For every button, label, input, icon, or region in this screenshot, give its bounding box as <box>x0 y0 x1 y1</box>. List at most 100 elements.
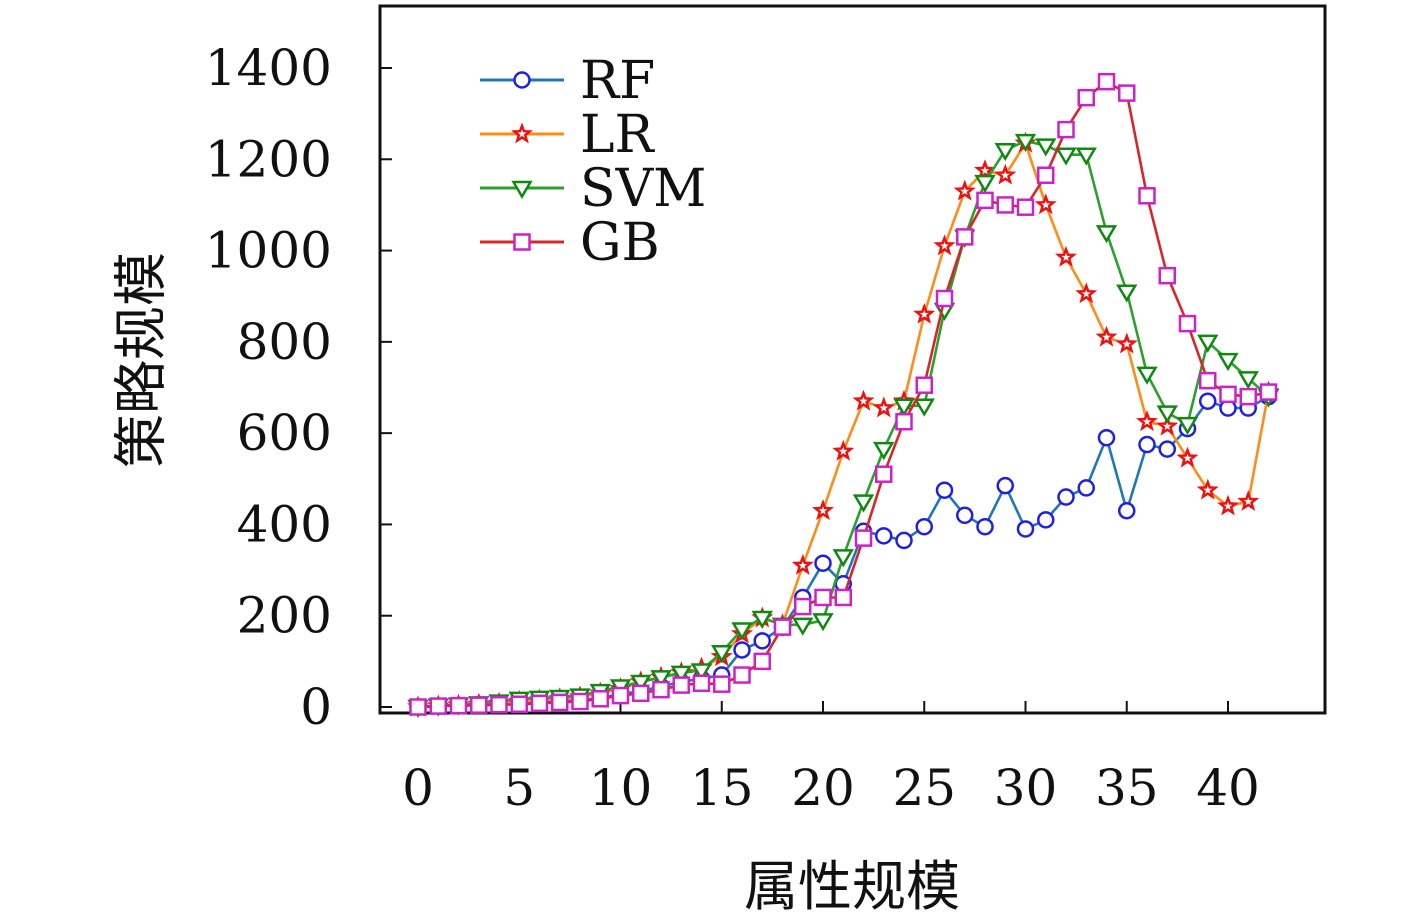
series-gb-point <box>854 529 873 547</box>
series-rf-point <box>915 517 933 536</box>
series-lr <box>407 131 1280 717</box>
series-lr-point <box>872 396 895 418</box>
series-rf-point <box>1118 501 1136 520</box>
series-svm-point <box>1237 371 1259 390</box>
series-lr-point <box>1136 410 1158 432</box>
series-gb-point <box>794 597 812 616</box>
legend-marker-rf <box>513 71 531 89</box>
series-lr-point <box>933 234 956 256</box>
series-rf-point <box>895 531 913 550</box>
series-svm-point <box>690 663 713 682</box>
series-svm-point <box>1075 147 1097 166</box>
series-gb-point <box>530 694 549 713</box>
series-svm-point <box>670 665 692 684</box>
series-gb-point <box>1178 314 1197 333</box>
series-lr-point <box>791 553 814 575</box>
series-gb-point <box>753 652 771 671</box>
series-rf-point <box>814 554 832 572</box>
series-gb-point <box>1259 383 1278 401</box>
series-gb-point <box>895 412 913 431</box>
series-lr-point <box>852 389 875 411</box>
legend-label-rf: RF <box>580 51 655 111</box>
series-lr-point <box>812 499 834 521</box>
series-lr-point <box>1156 414 1179 436</box>
series-gb-point <box>571 692 589 711</box>
series-rf-point <box>956 506 974 525</box>
x-axis-title: 属性规模 <box>744 855 960 918</box>
legend-item-gb: GB <box>480 213 660 273</box>
series-svm-point <box>650 670 672 689</box>
series-rf-point <box>1077 479 1095 497</box>
x-tick-label: 30 <box>994 759 1058 817</box>
series-gb-point <box>672 676 690 694</box>
series-rf-point <box>1158 440 1176 458</box>
legend-marker-gb <box>513 233 531 251</box>
x-axis-ticks: 0 5 10 15 20 25 30 35 40 <box>402 701 1260 817</box>
series-gb-point <box>773 618 792 636</box>
series-svm-point <box>1055 147 1077 166</box>
x-tick-label: 40 <box>1196 759 1260 817</box>
series-svm-line <box>417 139 1270 709</box>
series-svm-point <box>832 549 854 568</box>
series-gb <box>409 72 1278 716</box>
series-rf-point <box>875 527 893 545</box>
series-gb-point <box>1037 166 1055 185</box>
y-axis-ticks: 0 200 400 600 800 1000 1200 1400 <box>205 39 392 736</box>
x-tick-label: 15 <box>690 759 754 817</box>
series-lr-point <box>994 163 1017 185</box>
series-svm-point <box>1014 133 1037 152</box>
series-rf-point <box>1097 428 1116 447</box>
series-rf-point <box>1016 520 1035 538</box>
series-svm-point <box>1156 405 1178 424</box>
series-gb-point <box>632 684 650 703</box>
legend-label-gb: GB <box>580 213 660 273</box>
series-gb-point <box>814 588 832 607</box>
y-tick-label: 0 <box>300 678 332 736</box>
y-tick-label: 400 <box>237 495 332 553</box>
series-gb-point <box>875 465 893 483</box>
legend-item-lr: LR <box>480 105 656 165</box>
series-svm-point <box>751 610 773 629</box>
series-gb-point <box>1097 72 1116 91</box>
series-rf-point <box>976 517 994 536</box>
y-tick-label: 1000 <box>205 222 332 280</box>
series-svm-point <box>1197 334 1219 353</box>
series-svm-point <box>1217 352 1239 372</box>
series-svm-point <box>792 617 814 636</box>
series-gb-point <box>409 698 427 716</box>
series-svm-point <box>873 441 895 461</box>
series-gb-point <box>956 228 974 246</box>
series-lr-point <box>1115 332 1138 354</box>
series-gb-point <box>449 696 468 715</box>
series-gb-point <box>652 680 670 699</box>
series-gb-point <box>915 376 933 394</box>
series-gb-point <box>510 695 528 714</box>
legend-item-rf: RF <box>480 51 655 111</box>
legend-marker-lr <box>511 122 533 144</box>
series-svm-point <box>1095 225 1118 244</box>
series-rf-point <box>1037 511 1055 529</box>
series-svm-point <box>1136 366 1158 385</box>
x-tick-label: 35 <box>1095 759 1159 817</box>
series-lr-point <box>1055 245 1077 267</box>
series-gb-point <box>429 697 447 715</box>
x-tick-label: 20 <box>791 759 855 817</box>
series-rf-point <box>1199 392 1217 410</box>
series-svm-point <box>852 494 875 513</box>
legend-marker-svm <box>511 180 533 199</box>
y-tick-label: 1400 <box>205 39 332 97</box>
series-svm-point <box>630 674 652 693</box>
series-gb-point <box>551 693 569 712</box>
series-gb-point <box>1118 84 1136 102</box>
series-lr-point <box>913 302 936 324</box>
series-svm-point <box>1176 416 1199 435</box>
series-gb-point <box>1158 266 1176 285</box>
y-tick-label: 1200 <box>205 130 332 188</box>
series-layer <box>407 72 1280 718</box>
series-gb-point <box>834 588 852 607</box>
series-gb-point <box>470 696 488 714</box>
series-rf-point <box>1138 435 1156 454</box>
series-svm-point <box>812 613 834 632</box>
series-gb-point <box>692 674 711 693</box>
